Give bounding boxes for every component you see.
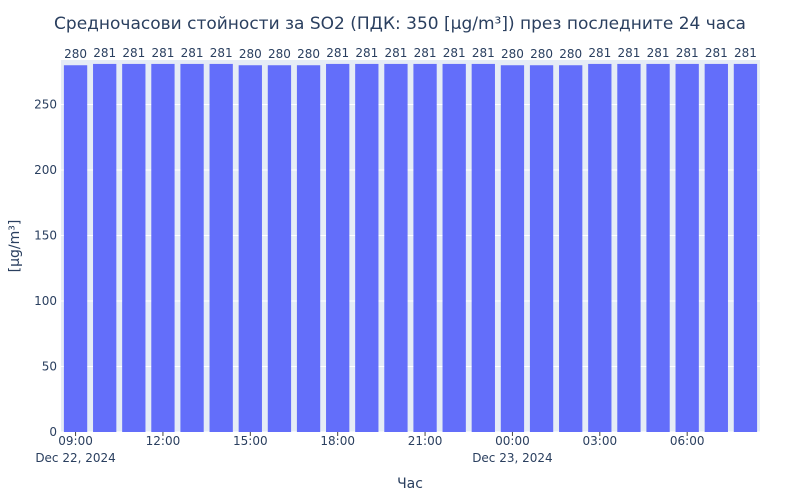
bar: [733, 63, 758, 433]
y-axis-ticks: 0 50 100 150 200 250: [34, 98, 57, 439]
bar-value-label: 281: [210, 46, 233, 60]
bar: [209, 63, 233, 433]
bar: [296, 65, 321, 432]
x-tick-date-label: Dec 22, 2024: [35, 451, 115, 465]
bar: [384, 63, 408, 433]
y-axis-title: [µg/m³]: [7, 220, 23, 273]
bar: [588, 63, 612, 433]
x-tick-label: 18:00: [320, 434, 355, 448]
x-axis-title: Час: [397, 476, 423, 492]
bar-value-label: 280: [530, 47, 553, 61]
bar-value-label: 281: [122, 46, 145, 60]
x-tick-date-label: Dec 23, 2024: [472, 451, 552, 465]
bar-value-label: 281: [617, 46, 640, 60]
y-tick-label: 150: [34, 229, 57, 243]
bar: [93, 63, 117, 433]
bar: [267, 65, 292, 432]
bar: [151, 63, 175, 433]
x-tick-label: 03:00: [583, 434, 618, 448]
bar-value-label: 281: [326, 46, 349, 60]
bar: [413, 63, 437, 433]
bar-value-label: 281: [151, 46, 174, 60]
y-tick-label: 250: [34, 98, 57, 112]
bar: [355, 63, 379, 433]
x-tick-label: 15:00: [233, 434, 268, 448]
y-tick-label: 200: [34, 163, 57, 177]
x-tick-label: 00:00: [495, 434, 530, 448]
bar-value-label: 281: [705, 46, 728, 60]
bar: [559, 65, 583, 432]
bar: [326, 63, 350, 433]
bar: [675, 63, 699, 433]
bar-value-label: 281: [647, 46, 670, 60]
y-tick-label: 50: [42, 360, 57, 374]
x-axis-ticks: 09:00 Dec 22, 2024 12:00 15:00 18:00 21:00 00:…: [35, 432, 704, 465]
bar-value-label: 281: [588, 46, 611, 60]
x-tick-label: 12:00: [146, 434, 181, 448]
bar: [180, 63, 204, 433]
bar-value-label: 280: [297, 47, 320, 61]
bar-value-label: 280: [64, 47, 87, 61]
bar-value-label: 281: [414, 46, 437, 60]
bar-value-label: 281: [734, 46, 757, 60]
data-labels-group: 280 281 281 281 281 281 280 280 280 281 281 281 281 2…: [64, 46, 757, 61]
bar-value-label: 280: [239, 47, 262, 61]
bar: [704, 63, 728, 433]
bar: [63, 65, 88, 432]
bar-value-label: 280: [559, 47, 582, 61]
bar-value-label: 281: [676, 46, 699, 60]
chart-title: Средночасови стойности за SO2 (ПДК: 350 …: [54, 14, 746, 34]
bar: [646, 63, 670, 433]
bar-value-label: 281: [93, 46, 116, 60]
bar-value-label: 281: [181, 46, 204, 60]
x-tick-label: 06:00: [670, 434, 705, 448]
bars-group: [63, 63, 758, 433]
bar: [122, 63, 146, 433]
bar-value-label: 281: [355, 46, 378, 60]
grid-lines: [61, 104, 760, 433]
bar: [500, 65, 525, 432]
bar-value-label: 280: [501, 47, 524, 61]
bar: [471, 63, 495, 433]
x-tick-label: 09:00: [58, 434, 93, 448]
bar: [529, 65, 554, 432]
bar-value-label: 280: [268, 47, 291, 61]
plot-area: [61, 60, 760, 432]
bar-value-label: 281: [443, 46, 466, 60]
bar-value-label: 281: [472, 46, 495, 60]
bar: [442, 63, 466, 433]
y-tick-label: 100: [34, 294, 57, 308]
bar: [238, 65, 262, 432]
y-tick-label: 0: [49, 425, 57, 439]
x-tick-label: 21:00: [408, 434, 443, 448]
bar: [617, 63, 641, 433]
bar-value-label: 281: [384, 46, 407, 60]
